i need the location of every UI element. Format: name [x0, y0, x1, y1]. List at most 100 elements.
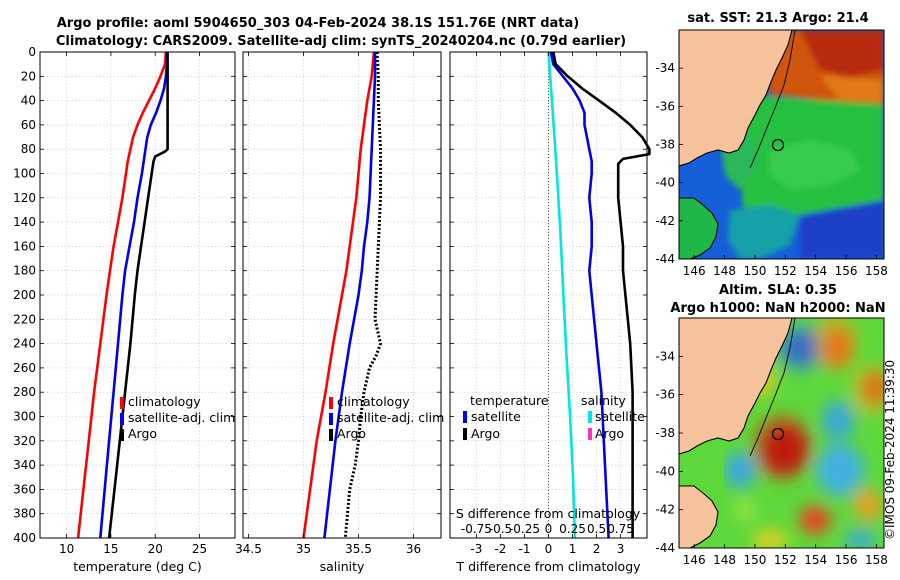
- x-axis-label: salinity: [320, 559, 365, 574]
- legend-label-climatology: climatology: [337, 394, 410, 409]
- map-lon-tick-label: 156: [835, 553, 858, 567]
- imos-timestamp: ©IMOS 09-Feb-2024 11:39:30: [883, 360, 897, 540]
- sla-map-title-line1: Altim. SLA: 0.35: [719, 283, 837, 298]
- x-tick-label: 25: [192, 542, 207, 556]
- x-tick-label: 35.5: [345, 542, 372, 556]
- map-lon-tick-label: 146: [683, 264, 706, 278]
- legend-swatch-t-argo: [463, 428, 467, 440]
- x-tick-label: 3: [617, 542, 625, 556]
- map-lat-tick-label: -42: [655, 214, 675, 228]
- legend-label-satellite: satellite-adj. clim: [128, 410, 235, 425]
- temperature-legend: climatology satellite-adj. clim Argo: [120, 394, 235, 441]
- difference-panel: -3 -2 -1 0 1 2 3 -0.75-0.5-0.25 0 0.25 0.5 0.75 T di…: [449, 51, 651, 574]
- sla-lon-ticks: 146 148 150 152 154 156 158: [683, 544, 888, 567]
- map-lat-tick-label: -34: [655, 61, 675, 75]
- map-lat-tick-label: -38: [655, 138, 675, 152]
- sst-lat-ticks: -34 -36 -38 -40 -42 -44: [655, 61, 683, 266]
- map-lat-tick-label: -42: [655, 503, 675, 517]
- legend-heading-salinity: salinity: [581, 393, 626, 408]
- sst-isobath: [749, 30, 796, 169]
- map-lon-tick-label: 150: [743, 553, 766, 567]
- y-tick-label: 0: [28, 45, 36, 59]
- y-tick-label: 380: [13, 507, 36, 521]
- difference-legend: temperature salinity satellite Argo sate…: [463, 393, 645, 441]
- s-diff-tick-label: 0.75: [607, 522, 634, 536]
- y-tick-label: 100: [13, 167, 36, 181]
- y-tick-label: 300: [13, 410, 36, 424]
- series-line-s-satellite: [547, 51, 577, 539]
- s-diff-tick-label: 0.5: [587, 522, 606, 536]
- x-axis-label: temperature (deg C): [73, 559, 202, 574]
- map-lat-tick-label: -40: [655, 464, 675, 478]
- x-tick-label: -2: [494, 542, 506, 556]
- y-tick-label: 140: [13, 215, 36, 229]
- map-lon-tick-label: 146: [683, 553, 706, 567]
- sla-land-tasmania: [679, 485, 719, 548]
- x-tick-label: 35: [296, 542, 311, 556]
- y-tick-label: 160: [13, 239, 36, 253]
- series-line-t-satellite: [549, 51, 610, 539]
- x-tick-label: 36: [406, 542, 421, 556]
- y-tick-label: 200: [13, 288, 36, 302]
- s-diff-tick-label: -0.75: [461, 522, 492, 536]
- legend-swatch-climatology: [329, 397, 333, 409]
- y-tick-label: 400: [13, 531, 36, 545]
- legend-swatch-t-satellite: [463, 411, 467, 423]
- y-tick-label: 260: [13, 361, 36, 375]
- sst-field: [720, 30, 884, 259]
- sst-lon-ticks: 146 148 150 152 154 156 158: [683, 255, 888, 278]
- x-tick-label: 15: [103, 542, 118, 556]
- map-lon-tick-label: 154: [804, 553, 827, 567]
- y-tick-label: 80: [21, 142, 36, 156]
- legend-swatch-satellite: [120, 413, 124, 425]
- x-tick-label: 10: [59, 542, 74, 556]
- series-line-satellite-adj-clim: [99, 52, 169, 539]
- sst-land-tasmania: [679, 197, 719, 259]
- s-diff-tick-label: -0.5: [489, 522, 512, 536]
- figure-title-line2: Climatology: CARS2009. Satellite-adj cli…: [56, 34, 626, 49]
- s-diff-tick-label: 0: [545, 522, 553, 536]
- x-tick-label: 2: [593, 542, 601, 556]
- map-lat-tick-label: -40: [655, 176, 675, 190]
- x-tick-label: -1: [518, 542, 530, 556]
- salinity-legend: climatology satellite-adj. clim Argo: [329, 394, 444, 441]
- s-diff-tick-label: -0.25: [509, 522, 540, 536]
- y-tick-label: 60: [21, 118, 36, 132]
- sla-isobath: [749, 318, 796, 457]
- legend-label-climatology: climatology: [128, 394, 201, 409]
- map-lon-tick-label: 158: [865, 264, 888, 278]
- map-lon-tick-label: 152: [774, 264, 797, 278]
- sst-land-mainland: [679, 30, 793, 167]
- map-lon-tick-label: 158: [865, 553, 888, 567]
- y-tick-label: 180: [13, 264, 36, 278]
- series-line-argo: [343, 51, 382, 539]
- y-tick-label: 280: [13, 385, 36, 399]
- y-tick-label: 220: [13, 312, 36, 326]
- sla-map: [678, 317, 885, 549]
- sst-map-title: sat. SST: 21.3 Argo: 21.4: [687, 11, 868, 26]
- map-lon-tick-label: 148: [713, 553, 736, 567]
- x-tick-label: 20: [148, 542, 163, 556]
- legend-swatch-s-satellite: [588, 411, 592, 423]
- legend-label-t-satellite: satellite: [471, 409, 521, 424]
- sla-map-title-line2: Argo h1000: NaN h2000: NaN: [670, 301, 885, 316]
- x-tick-label: 1: [569, 542, 577, 556]
- s-diff-tick-label: 0.25: [559, 522, 586, 536]
- map-lat-tick-label: -36: [655, 388, 675, 402]
- map-lon-tick-label: 150: [743, 264, 766, 278]
- y-tick-label: 20: [21, 69, 36, 83]
- temperature-panel: 0 20 40 60 80 100 120 140 160 180 200 220 240 260 280 3…: [13, 45, 236, 574]
- y-tick-label: 340: [13, 458, 36, 472]
- legend-label-s-argo: Argo: [595, 426, 624, 441]
- x-tick-label: -3: [470, 542, 482, 556]
- legend-label-t-argo: Argo: [471, 426, 500, 441]
- map-lat-tick-label: -44: [655, 541, 675, 555]
- legend-swatch-argo: [329, 429, 333, 441]
- map-lon-tick-label: 156: [835, 264, 858, 278]
- map-lon-tick-label: 154: [804, 264, 827, 278]
- map-lat-tick-label: -36: [655, 99, 675, 113]
- map-lon-tick-label: 152: [774, 553, 797, 567]
- y-tick-label: 120: [13, 191, 36, 205]
- sla-land-mainland: [679, 318, 793, 455]
